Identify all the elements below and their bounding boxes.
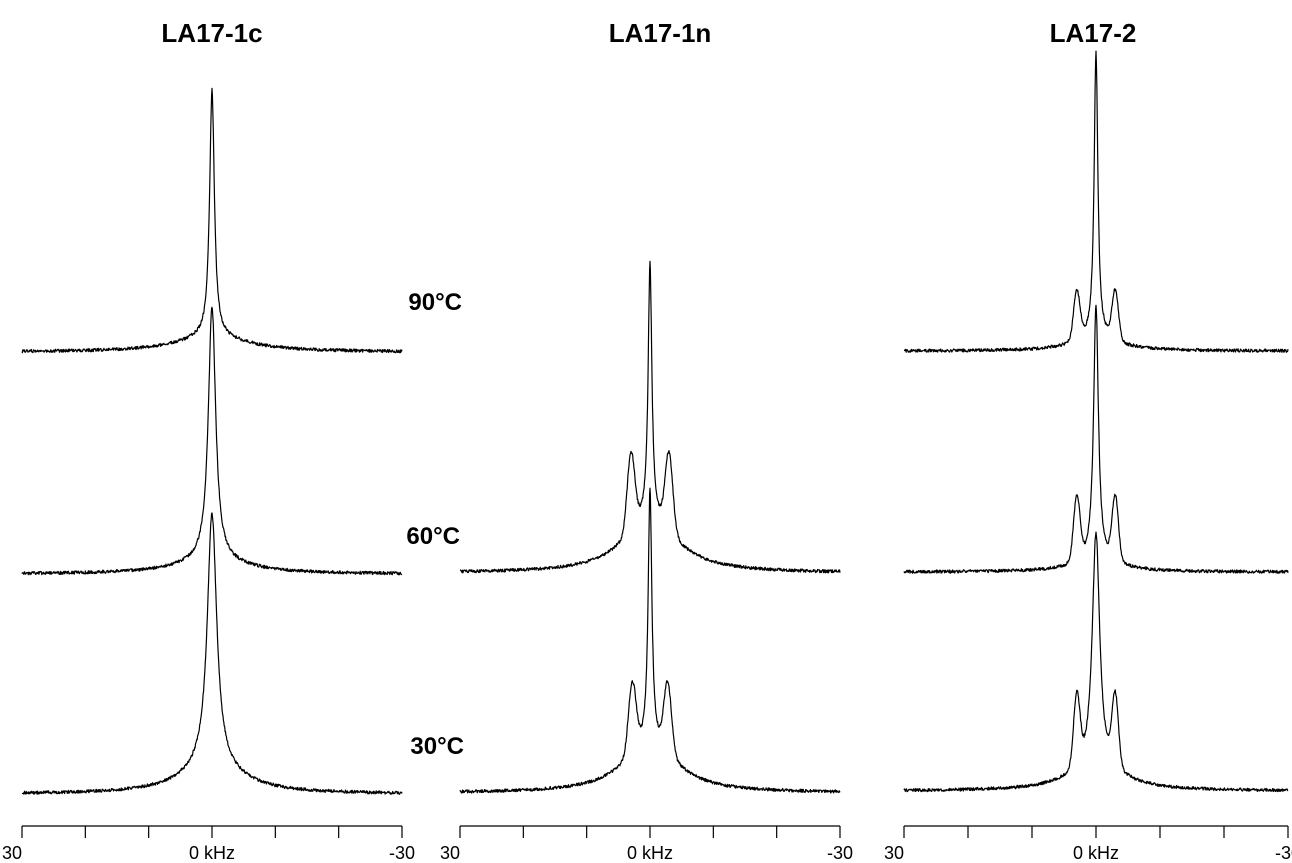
x-tick-label: 30 — [440, 843, 460, 863]
panel-title: LA17-1n — [609, 18, 712, 48]
x-tick-label: 0 kHz — [627, 843, 673, 863]
panel-la17-1c: LA17-1c 30 0 kHz -30 — [2, 18, 415, 863]
trace-la17-1n-60c — [459, 260, 841, 574]
trace-la17-2-60c — [903, 304, 1289, 574]
x-tick-label: -30 — [827, 843, 853, 863]
trace-la17-2-30c — [903, 531, 1289, 793]
trace-la17-1c-60c — [21, 306, 403, 576]
temperature-labels: 90°C 60°C 30°C — [406, 289, 464, 760]
panel-title: LA17-2 — [1050, 18, 1137, 48]
x-tick-label: 30 — [2, 843, 22, 863]
trace-la17-1n-30c — [459, 487, 841, 794]
trace-la17-1c-90c — [21, 87, 403, 354]
x-tick-label: -30 — [389, 843, 415, 863]
panel-la17-2: LA17-2 30 0 kHz -30 — [884, 18, 1292, 863]
temperature-label: 60°C — [406, 523, 460, 550]
panel-title: LA17-1c — [161, 18, 262, 48]
temperature-label: 90°C — [408, 289, 462, 316]
panel-la17-1n: LA17-1n 30 0 kHz -30 — [440, 18, 853, 863]
x-tick-label: -30 — [1275, 843, 1292, 863]
temperature-label: 30°C — [410, 733, 464, 760]
x-tick-label: 0 kHz — [189, 843, 235, 863]
x-tick-label: 0 kHz — [1073, 843, 1119, 863]
trace-la17-1c-30c — [21, 512, 403, 795]
trace-la17-2-90c — [903, 50, 1289, 353]
x-tick-label: 30 — [884, 843, 904, 863]
